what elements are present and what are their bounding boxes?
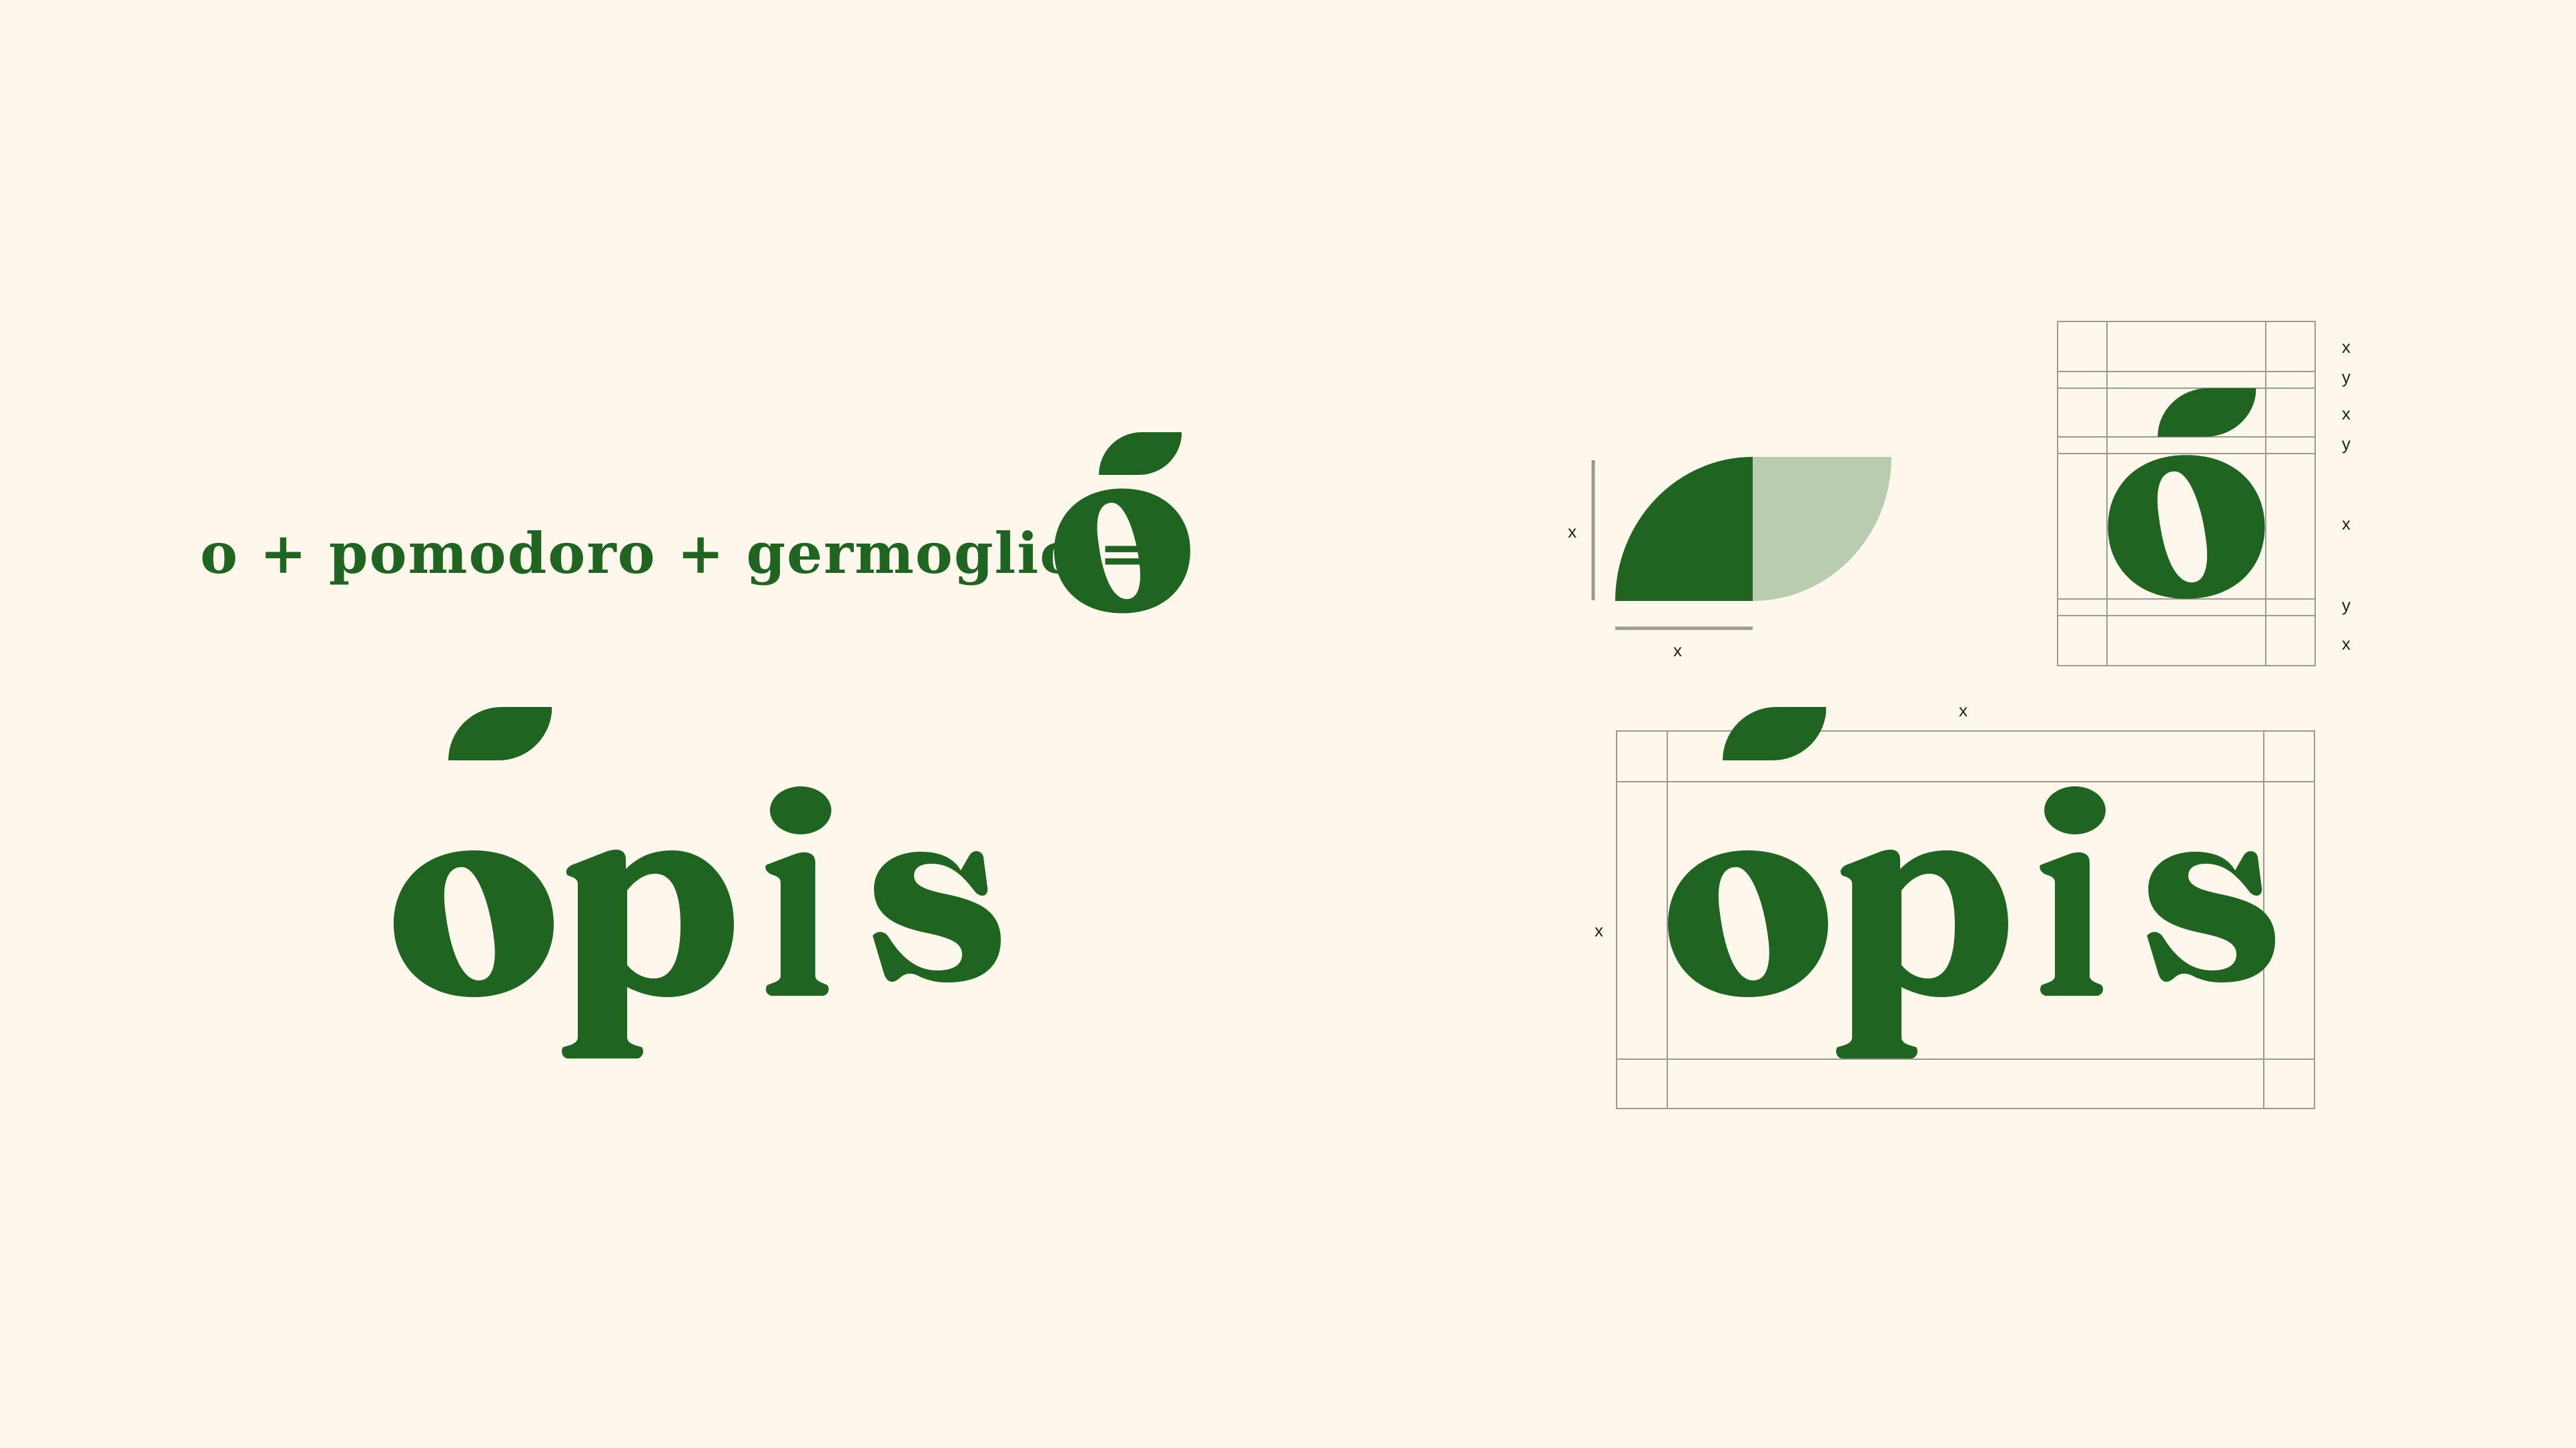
grid-label-1: x	[2342, 337, 2350, 357]
grid-label-4: y	[2342, 434, 2350, 454]
grid-label-5: x	[2342, 514, 2350, 534]
formula-result-glyph	[1054, 432, 1190, 614]
glyph-grid	[2057, 321, 2316, 666]
wordmark-grid	[1616, 707, 2315, 1109]
formula-text: o + pomodoro + germoglio =	[200, 520, 1148, 586]
leaf-height-label: x	[1568, 522, 1577, 542]
grid-label-2: y	[2342, 367, 2350, 387]
leaf-width-label: x	[1673, 640, 1682, 660]
wordmark-side-label: x	[1595, 920, 1603, 940]
main-logo	[394, 707, 1001, 1058]
grid-label-7: x	[2342, 634, 2350, 654]
grid-label-6: y	[2342, 595, 2350, 615]
wordmark-top-label: x	[1959, 700, 1968, 720]
grid-label-3: x	[2342, 404, 2350, 424]
leaf-construction	[1591, 457, 1891, 630]
